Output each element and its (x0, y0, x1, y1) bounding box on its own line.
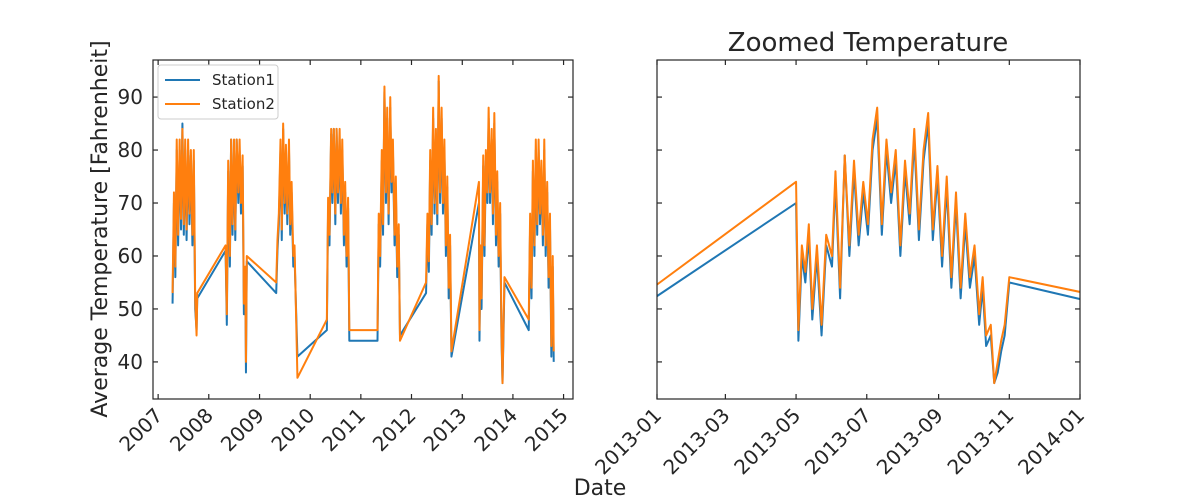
right-x-tick-label: 2013-11 (942, 403, 1018, 479)
left-y-tick-label: 70 (118, 191, 143, 215)
left-x-tick-label: 2015 (520, 403, 573, 456)
left-x-tick-label: 2014 (469, 403, 522, 456)
left-y-tick-label: 50 (118, 297, 143, 321)
left-x-tick-label: 2008 (165, 403, 218, 456)
left-x-tick-label: 2013 (419, 403, 472, 456)
left-y-tick-label: 40 (118, 350, 143, 374)
left-y-tick-label: 60 (118, 244, 143, 268)
left-x-tick-label: 2010 (266, 403, 319, 456)
right-x-tick-label: 2014-01 (1013, 403, 1089, 479)
left-y-tick-label: 90 (118, 85, 143, 109)
right-x-tick-label: 2013-03 (658, 403, 734, 479)
left-plot-frame (152, 59, 574, 400)
left-x-tick-label: 2007 (114, 403, 167, 456)
left-series-station2 (171, 74, 555, 385)
right-series-station1 (657, 117, 1080, 385)
left-y-tick-label: 80 (118, 138, 143, 162)
zoomed-chart: 2013-012013-032013-052013-072013-092013-… (590, 28, 1089, 479)
legend-box (157, 64, 279, 120)
right-series-station2 (657, 106, 1080, 385)
right-x-tick-label: 2013-09 (872, 403, 948, 479)
left-x-tick-label: 2011 (317, 403, 370, 456)
legend-label-station1: Station1 (212, 71, 275, 89)
legend-label-station2: Station2 (212, 95, 275, 113)
right-x-tick-label: 2013-07 (800, 403, 876, 479)
left-x-tick-label: 2009 (216, 403, 269, 456)
full-range-chart: 40 50 60 70 80 90 2007200820092010201120122013… (88, 40, 574, 456)
right-plot-frame (656, 59, 1081, 400)
left-y-axis-label: Average Temperature [Fahrenheit] (88, 40, 113, 417)
right-x-tick-label: 2013-05 (729, 403, 805, 479)
right-chart-title: Zoomed Temperature (728, 28, 1008, 58)
right-x-tick-label: 2013-01 (590, 403, 666, 479)
shared-x-axis-label: Date (574, 476, 627, 500)
legend: Station1 Station2 (157, 64, 279, 120)
left-x-tick-label: 2012 (368, 403, 421, 456)
